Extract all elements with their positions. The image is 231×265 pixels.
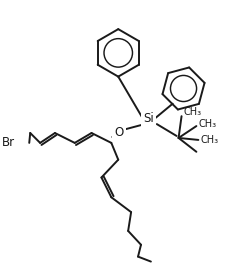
Text: Br: Br xyxy=(2,136,15,149)
Text: Si: Si xyxy=(143,112,154,125)
Text: CH₃: CH₃ xyxy=(183,107,202,117)
Text: O: O xyxy=(115,126,124,139)
Text: CH₃: CH₃ xyxy=(198,119,216,129)
Text: CH₃: CH₃ xyxy=(200,135,219,145)
